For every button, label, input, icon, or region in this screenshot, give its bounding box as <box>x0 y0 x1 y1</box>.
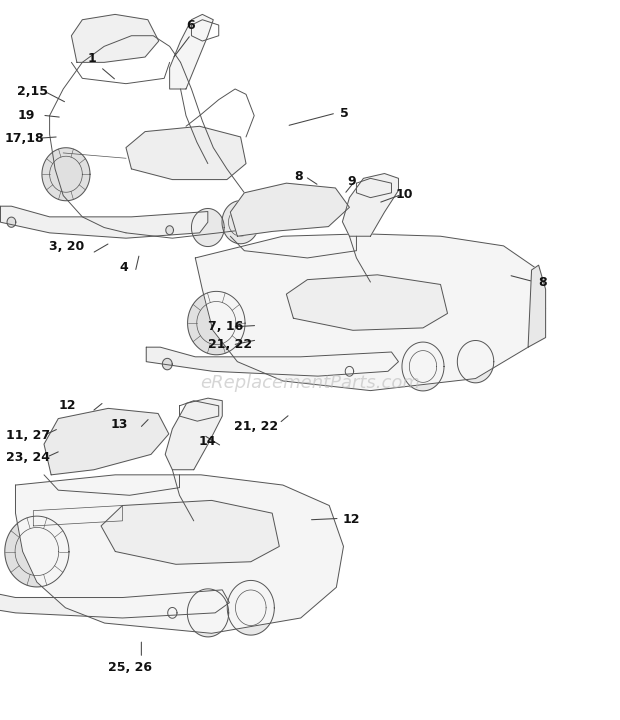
Polygon shape <box>231 183 350 236</box>
Text: 12: 12 <box>58 399 76 412</box>
Polygon shape <box>16 475 343 634</box>
Text: 14: 14 <box>199 435 216 448</box>
Polygon shape <box>402 342 444 391</box>
Polygon shape <box>7 217 16 228</box>
Text: 4: 4 <box>120 261 128 274</box>
Polygon shape <box>187 589 229 637</box>
Text: 11, 27: 11, 27 <box>6 429 50 442</box>
Polygon shape <box>162 359 172 370</box>
Text: 19: 19 <box>17 109 35 122</box>
Polygon shape <box>528 265 546 347</box>
Text: 10: 10 <box>396 188 413 201</box>
Text: eReplacementParts.com: eReplacementParts.com <box>200 374 420 392</box>
Polygon shape <box>458 341 494 383</box>
Polygon shape <box>188 292 245 355</box>
Polygon shape <box>101 500 279 564</box>
Text: 8: 8 <box>294 170 303 183</box>
Text: 6: 6 <box>187 19 195 32</box>
Polygon shape <box>286 275 448 330</box>
Polygon shape <box>342 174 399 236</box>
Text: 8: 8 <box>538 276 547 289</box>
Text: 1: 1 <box>87 52 96 65</box>
Text: 21, 22: 21, 22 <box>208 338 252 351</box>
Text: 12: 12 <box>343 513 360 526</box>
Polygon shape <box>1 206 208 238</box>
Text: 5: 5 <box>340 107 348 120</box>
Polygon shape <box>5 516 69 587</box>
Polygon shape <box>71 14 159 63</box>
Polygon shape <box>146 347 399 376</box>
Text: 25, 26: 25, 26 <box>108 661 152 674</box>
Polygon shape <box>44 408 169 475</box>
Text: 23, 24: 23, 24 <box>6 451 50 464</box>
Text: 21, 22: 21, 22 <box>234 420 278 433</box>
Polygon shape <box>195 234 546 390</box>
Text: 2,15: 2,15 <box>17 85 48 98</box>
Polygon shape <box>42 148 90 201</box>
Text: 7, 16: 7, 16 <box>208 320 243 333</box>
Polygon shape <box>168 608 177 618</box>
Text: 17,18: 17,18 <box>5 132 45 145</box>
Polygon shape <box>165 398 222 469</box>
Polygon shape <box>170 14 213 89</box>
Polygon shape <box>166 226 174 235</box>
Text: 9: 9 <box>347 175 356 188</box>
Text: 3, 20: 3, 20 <box>50 240 84 253</box>
Polygon shape <box>126 126 246 179</box>
Polygon shape <box>222 201 259 244</box>
Polygon shape <box>0 588 229 618</box>
Polygon shape <box>345 366 353 376</box>
Polygon shape <box>192 209 224 246</box>
Text: 13: 13 <box>111 418 128 431</box>
Polygon shape <box>228 580 274 635</box>
